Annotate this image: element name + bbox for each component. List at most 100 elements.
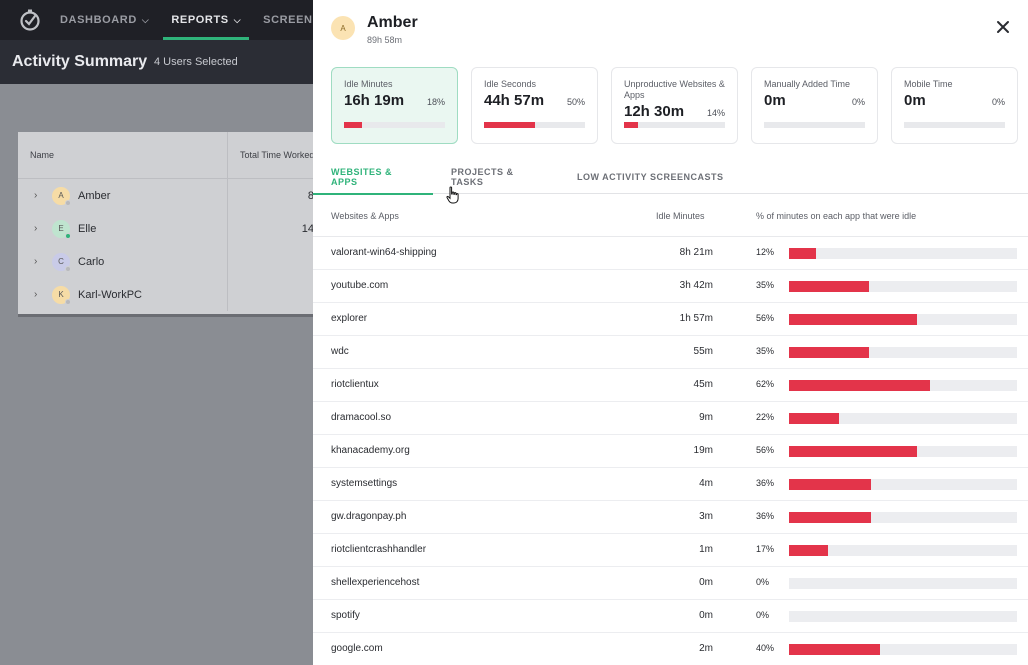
table-row[interactable]: valorant-win64-shipping 8h 21m 12%	[313, 237, 1028, 270]
column-header-name[interactable]: Name	[18, 132, 228, 178]
idle-percent-bar	[789, 314, 1017, 325]
idle-minutes: 8h 21m	[679, 247, 713, 258]
idle-percent-bar	[789, 479, 1017, 490]
idle-percent-fill	[789, 545, 828, 556]
activity-summary-table: Name Total Time Worked › A Amber 8 › E Elle 14 ›…	[18, 132, 318, 317]
total-time-value: 8	[307, 189, 314, 202]
stat-progress-fill	[624, 122, 639, 128]
idle-percent: 17%	[756, 544, 775, 554]
table-row[interactable]: systemsettings 4m 36%	[313, 468, 1028, 501]
table-row[interactable]: khanacademy.org 19m 56%	[313, 435, 1028, 468]
avatar: C	[52, 252, 71, 272]
stat-card-mobile-time[interactable]: Mobile Time 0m 0%	[891, 67, 1018, 144]
idle-percent-bar	[789, 644, 1017, 655]
app-name: dramacool.so	[331, 412, 392, 423]
idle-percent-fill	[789, 314, 917, 325]
stat-card-idle-seconds[interactable]: Idle Seconds 44h 57m 50%	[471, 67, 598, 144]
table-row[interactable]: explorer 1h 57m 56%	[313, 303, 1028, 336]
stat-percent: 14%	[706, 108, 725, 118]
idle-minutes: 2m	[699, 643, 713, 654]
chevron-right-icon[interactable]: ›	[34, 223, 38, 234]
user-selector-label: 4 Users Selected	[154, 56, 238, 68]
chevron-down-icon: ⌵	[233, 14, 242, 25]
table-row[interactable]: › A Amber 8	[18, 179, 318, 212]
idle-percent: 0%	[756, 577, 770, 587]
table-row[interactable]: › E Elle 14	[18, 212, 318, 245]
tab-projects-tasks[interactable]: PROJECTS & TASKS	[451, 167, 514, 187]
stat-percent: 0%	[851, 97, 865, 107]
table-row[interactable]: riotclientcrashhandler 1m 17%	[313, 534, 1028, 567]
stat-progress-bar	[484, 122, 585, 128]
detail-tabs: WEBSITES & APPS PROJECTS & TASKS LOW ACT…	[313, 160, 1028, 195]
chevron-right-icon[interactable]: ›	[34, 256, 38, 267]
table-row[interactable]: › K Karl-WorkPC	[18, 278, 318, 311]
stat-cards: Idle Minutes 16h 19m 18% Idle Seconds 44h 57…	[331, 67, 1028, 144]
avatar: A	[331, 16, 355, 40]
user-selector[interactable]: 4 Users Selected	[154, 56, 238, 68]
table-row[interactable]: dramacool.so 9m 22%	[313, 402, 1028, 435]
avatar-initial: C	[58, 257, 64, 266]
idle-percent: 35%	[756, 280, 775, 290]
idle-minutes: 4m	[699, 478, 713, 489]
stat-card-manually-added-time[interactable]: Manually Added Time 0m 0%	[751, 67, 878, 144]
tab-low-activity-screencasts[interactable]: LOW ACTIVITY SCREENCASTS	[577, 172, 724, 182]
app-logo-icon[interactable]	[18, 8, 42, 32]
user-name: Amber	[367, 14, 418, 31]
stat-card-unproductive-websites-apps[interactable]: Unproductive Websites & Apps 12h 30m 14%	[611, 67, 738, 144]
idle-percent-bar	[789, 512, 1017, 523]
table-row[interactable]: gw.dragonpay.ph 3m 36%	[313, 501, 1028, 534]
table-row[interactable]: › C Carlo	[18, 245, 318, 278]
table-row[interactable]: youtube.com 3h 42m 35%	[313, 270, 1028, 303]
avatar-initial: E	[58, 224, 64, 233]
close-icon[interactable]	[994, 18, 1012, 36]
idle-percent-fill	[789, 380, 931, 391]
stat-progress-bar	[904, 122, 1005, 128]
idle-percent-fill	[789, 512, 872, 523]
app-name: google.com	[331, 643, 383, 654]
idle-minutes: 1m	[699, 544, 713, 555]
table-row[interactable]: google.com 2m 40%	[313, 633, 1028, 665]
table-row[interactable]: shellexperiencehost 0m 0%	[313, 567, 1028, 600]
table-row[interactable]: riotclientux 45m 62%	[313, 369, 1028, 402]
table-row[interactable]: spotify 0m 0%	[313, 600, 1028, 633]
apps-table-body: valorant-win64-shipping 8h 21m 12% youtube.…	[313, 237, 1028, 665]
idle-minutes: 9m	[699, 412, 713, 423]
column-header-idle-minutes[interactable]: Idle Minutes	[656, 211, 705, 221]
hand-cursor-icon	[446, 186, 459, 204]
stat-label: Idle Minutes	[344, 79, 393, 89]
idle-percent-bar	[789, 248, 1017, 259]
stat-card-idle-minutes[interactable]: Idle Minutes 16h 19m 18%	[331, 67, 458, 144]
idle-minutes: 3m	[699, 511, 713, 522]
status-dot	[65, 265, 71, 272]
app-name: systemsettings	[331, 478, 398, 489]
column-header-total-time[interactable]: Total Time Worked	[240, 150, 315, 160]
column-header-idle-percent[interactable]: % of minutes on each app that were idle	[756, 211, 917, 221]
avatar-initial: A	[58, 191, 64, 200]
nav-item-reports[interactable]: REPORTS ⌵	[163, 0, 249, 40]
app-name: spotify	[331, 610, 360, 621]
nav-item-dashboard[interactable]: DASHBOARD ⌵	[60, 0, 149, 40]
user-cell: › K Karl-WorkPC	[18, 278, 228, 311]
app-name: gw.dragonpay.ph	[331, 511, 407, 522]
stat-label: Idle Seconds	[484, 79, 537, 89]
app-name: valorant-win64-shipping	[331, 247, 437, 258]
user-cell: › C Carlo	[18, 245, 228, 278]
app-name: wdc	[331, 346, 349, 357]
stat-label: Unproductive Websites & Apps	[624, 79, 725, 100]
idle-percent-bar	[789, 347, 1017, 358]
column-header-app[interactable]: Websites & Apps	[331, 211, 399, 221]
idle-percent-bar	[789, 611, 1017, 622]
total-time-value: 14	[301, 222, 314, 235]
stat-progress-bar	[764, 122, 865, 128]
stat-percent: 18%	[426, 97, 445, 107]
stat-label: Mobile Time	[904, 79, 953, 89]
tab-websites-apps[interactable]: WEBSITES & APPS	[313, 160, 433, 195]
idle-percent-fill	[789, 644, 881, 655]
chevron-down-icon: ⌵	[141, 14, 150, 25]
chevron-right-icon[interactable]: ›	[34, 190, 38, 201]
chevron-right-icon[interactable]: ›	[34, 289, 38, 300]
status-dot	[65, 232, 71, 239]
idle-percent: 62%	[756, 379, 775, 389]
table-row[interactable]: wdc 55m 35%	[313, 336, 1028, 369]
total-time: 89h 58m	[367, 35, 403, 45]
